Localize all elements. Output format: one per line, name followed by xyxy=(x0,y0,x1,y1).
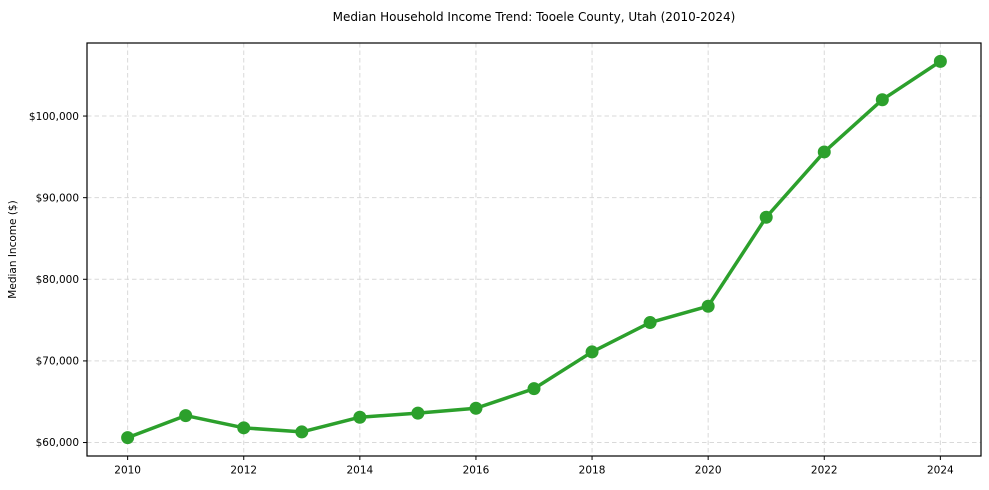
grid-layer xyxy=(87,43,981,456)
x-tick-label: 2012 xyxy=(230,465,257,477)
data-point xyxy=(353,410,367,424)
data-point xyxy=(759,210,773,224)
data-point xyxy=(121,431,135,445)
data-point xyxy=(237,421,251,435)
data-point xyxy=(469,401,483,415)
x-tick-label: 2018 xyxy=(579,465,606,477)
y-tick-label: $100,000 xyxy=(29,111,79,123)
chart-title: Median Household Income Trend: Tooele Co… xyxy=(333,10,736,24)
data-point xyxy=(527,382,541,396)
tick-layer: 2010 2012 2014 2016 2018 2020 2022 2024 $60,000 $… xyxy=(29,111,954,477)
y-tick-label: $70,000 xyxy=(36,356,79,368)
x-tick-label: 2024 xyxy=(927,465,954,477)
x-tick-label: 2020 xyxy=(695,465,722,477)
data-point xyxy=(411,406,425,420)
plot-border xyxy=(86,42,982,457)
x-tick-label: 2016 xyxy=(463,465,490,477)
x-tick-label: 2022 xyxy=(811,465,838,477)
data-point xyxy=(817,145,831,159)
data-point xyxy=(875,93,889,107)
data-point xyxy=(643,316,657,330)
data-point xyxy=(585,345,599,359)
data-point xyxy=(295,425,309,439)
data-point xyxy=(933,54,947,68)
y-axis-label: Median Income ($) xyxy=(7,200,19,298)
y-tick-label: $80,000 xyxy=(36,274,79,286)
trend-line xyxy=(125,59,943,440)
y-tick-label: $90,000 xyxy=(36,192,79,204)
series-layer xyxy=(121,54,947,445)
y-tick-label: $60,000 xyxy=(36,437,79,449)
data-point xyxy=(701,299,715,313)
data-point xyxy=(179,409,193,423)
x-tick-label: 2014 xyxy=(346,465,373,477)
x-tick-label: 2010 xyxy=(114,465,141,477)
